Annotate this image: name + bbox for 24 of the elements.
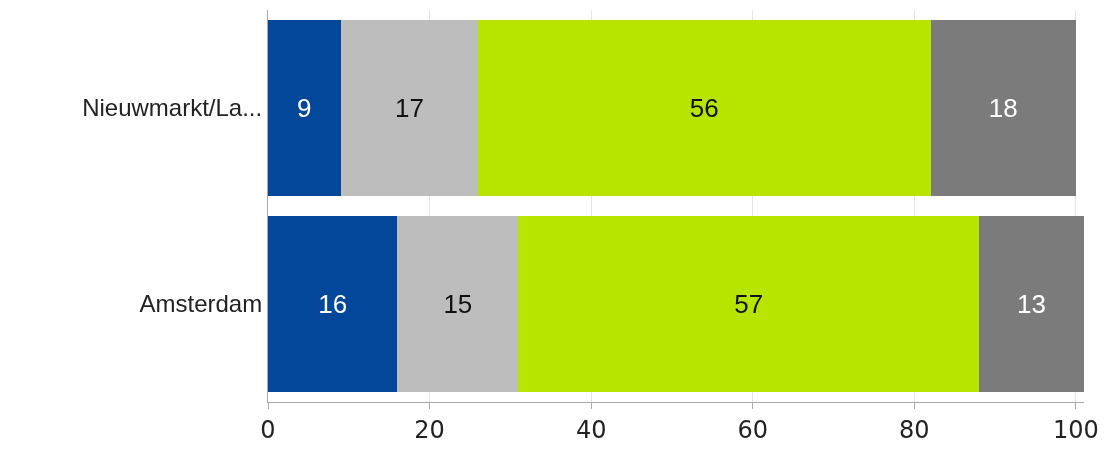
x-tick-label: 20 [414,415,445,444]
x-tick-label: 100 [1053,415,1099,444]
bar [397,215,519,393]
bar [930,19,1076,197]
data-label: 16 [318,289,348,319]
bar [478,19,931,197]
data-label: 9 [297,93,312,123]
bar [340,19,479,197]
x-tick-label: 60 [737,415,769,444]
data-label: 15 [443,289,473,319]
x-tick-label: 80 [899,415,930,444]
data-label: 56 [689,93,719,123]
x-tick-label: 40 [575,415,607,444]
bar [268,215,398,393]
data-label: 18 [988,93,1018,123]
bar [268,19,341,197]
x-tick-label: 0 [260,415,276,444]
data-label: 17 [394,93,424,123]
y-tick-label: Amsterdam [139,290,263,318]
data-label: 57 [734,289,764,319]
bar [978,215,1084,393]
y-tick-label: Nieuwmarkt/La... [82,94,263,122]
bar [518,215,979,393]
data-label: 13 [1017,289,1046,319]
